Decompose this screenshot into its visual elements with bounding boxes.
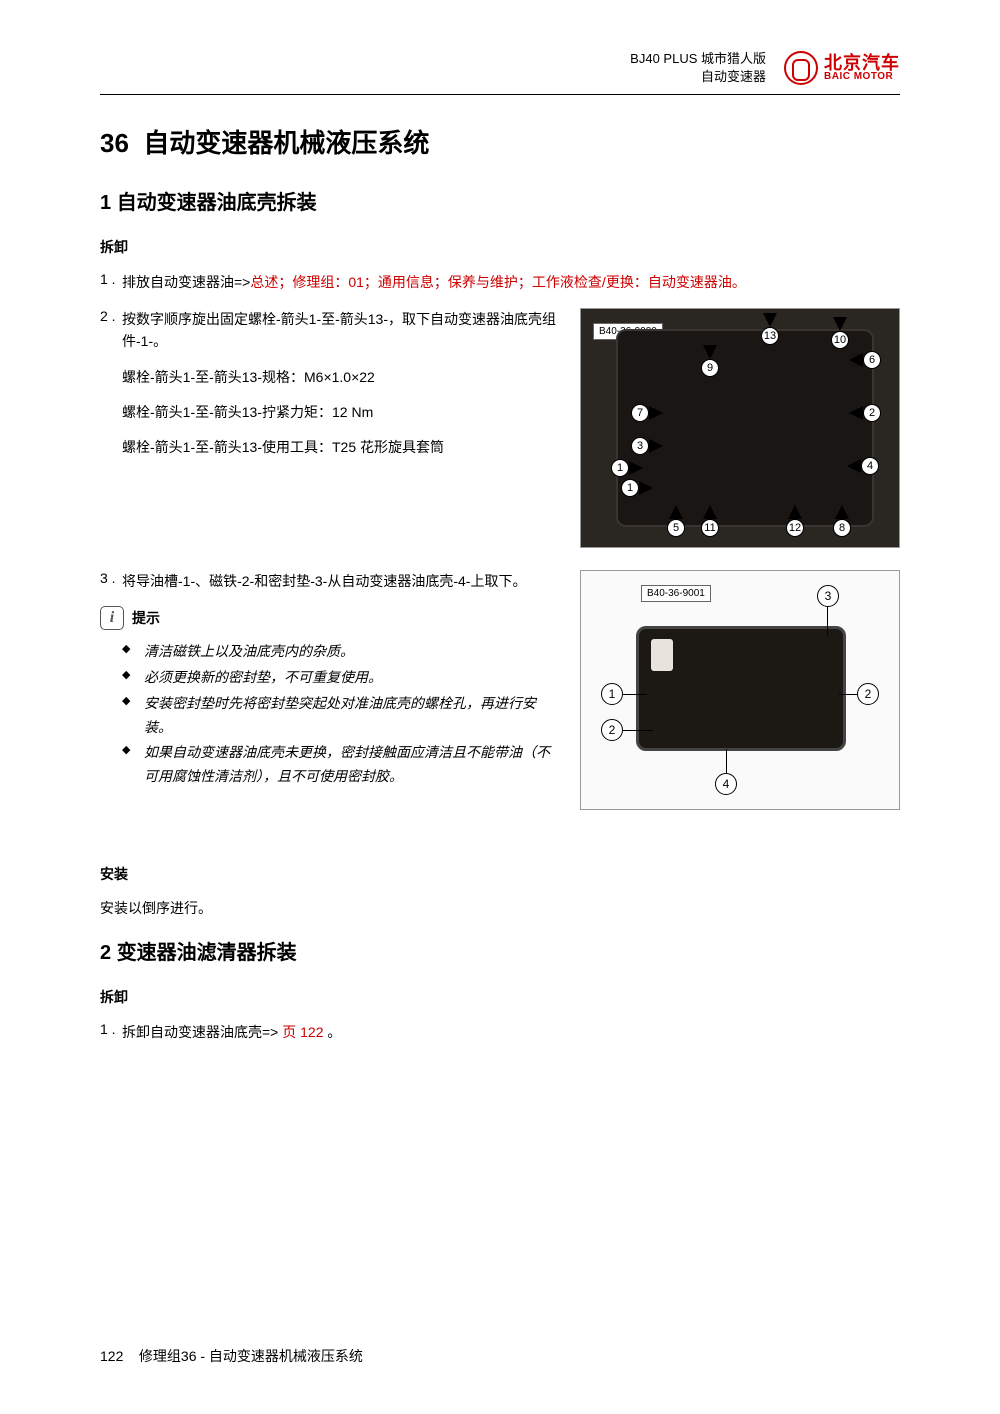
figure-2-label: B40-36-9001 [641,585,711,602]
step-2-spec: 螺栓-箭头1-至-箭头13-规格：M6×1.0×22 [122,367,556,388]
step-1: 1 . 排放自动变速器油=>总述；修理组：01；通用信息；保养与维护；工作液检查… [100,271,900,293]
chapter-title: 36 自动变速器机械液压系统 [100,123,900,160]
figure-2: B40-36-9001 1 2 2 3 4 [580,570,900,810]
tip-item: 必须更换新的密封垫，不可重复使用。 [126,666,556,690]
section-2-title: 2 变速器油滤清器拆装 [100,936,900,965]
disassembly-heading-2: 拆卸 [100,987,900,1007]
tip-list: 清洁磁铁上以及油底壳内的杂质。 必须更换新的密封垫，不可重复使用。 安装密封垫时… [126,640,556,789]
install-heading: 安装 [100,864,900,884]
baic-logo-icon [784,51,818,85]
figure-1: B40-36-9000 1 1 2 3 4 5 6 7 8 9 10 11 12… [580,308,900,548]
step-2: 2 . 按数字顺序旋出固定螺栓-箭头1-至-箭头13-，取下自动变速器油底壳组件… [100,308,556,353]
brand-logo: 北京汽车 BAIC MOTOR [784,51,900,85]
cross-reference-link[interactable]: 总述；修理组：01；通用信息；保养与维护；工作液检查/更换：自动变速器油。 [250,274,745,290]
step-3: 3 . 将导油槽-1-、磁铁-2-和密封垫-3-从自动变速器油底壳-4-上取下。 [100,570,556,592]
tip-item: 安装密封垫时先将密封垫突起处对准油底壳的螺栓孔，再进行安装。 [126,692,556,740]
tip-item: 如果自动变速器油底壳未更换，密封接触面应清洁且不能带油（不可用腐蚀性清洁剂），且… [126,741,556,789]
product-line2: 自动变速器 [630,68,766,86]
disassembly-heading: 拆卸 [100,237,900,257]
section-1-title: 1 自动变速器油底壳拆装 [100,186,900,215]
logo-text-cn: 北京汽车 [824,54,900,72]
tip-heading: i 提示 [100,606,556,630]
page-footer: 122 修理组36 - 自动变速器机械液压系统 [100,1346,363,1366]
tip-item: 清洁磁铁上以及油底壳内的杂质。 [126,640,556,664]
info-icon: i [100,606,124,630]
step-2-tool: 螺栓-箭头1-至-箭头13-使用工具：T25 花形旋具套筒 [122,437,556,458]
header-product-info: BJ40 PLUS 城市猎人版 自动变速器 [630,50,766,86]
section2-step-1: 1 . 拆卸自动变速器油底壳=> 页 122 。 [100,1021,900,1043]
product-line1: BJ40 PLUS 城市猎人版 [630,50,766,68]
page-reference-link[interactable]: 页 122 [282,1024,323,1040]
logo-text-en: BAIC MOTOR [824,72,900,82]
page-header: BJ40 PLUS 城市猎人版 自动变速器 北京汽车 BAIC MOTOR [100,50,900,86]
install-text: 安装以倒序进行。 [100,898,900,918]
step-2-torque: 螺栓-箭头1-至-箭头13-拧紧力矩：12 Nm [122,402,556,423]
header-divider [100,94,900,95]
